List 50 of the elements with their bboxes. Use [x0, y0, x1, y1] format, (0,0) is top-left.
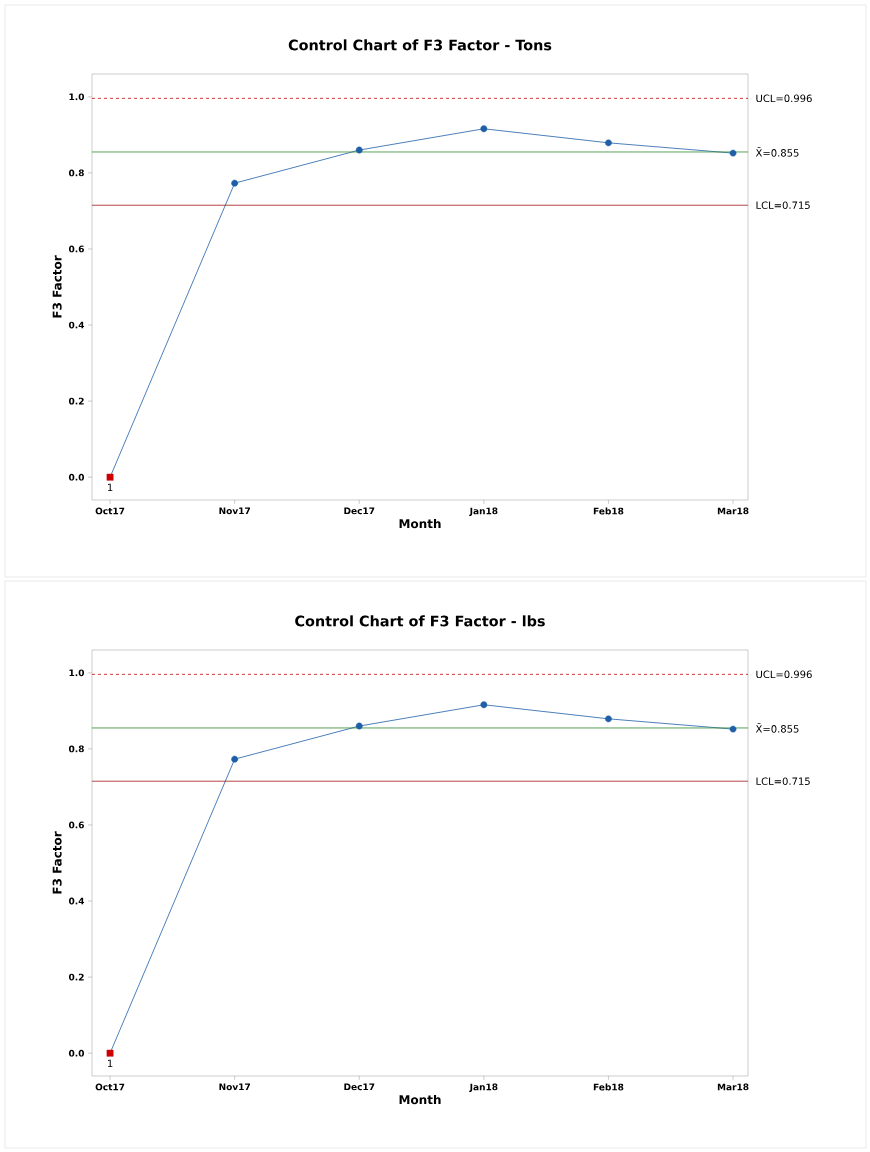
annotation: 1 [107, 483, 113, 491]
x-tick-label: Nov17 [219, 507, 251, 515]
x-tick-label: Jan18 [469, 507, 498, 517]
point [480, 125, 488, 133]
y-tick-label: 1.0 [69, 93, 85, 101]
point [729, 149, 737, 157]
chart-title: Control Chart of F3 Factor - Tons [288, 39, 552, 51]
point [729, 725, 737, 733]
point [231, 179, 239, 187]
ref-line-label: LCL=0.715 [756, 201, 810, 209]
y-tick-label: 0.6 [68, 821, 84, 829]
y-tick-label: 0.6 [68, 245, 84, 253]
x-tick-label: Nov17 [219, 1083, 251, 1091]
y-tick-label: 0.0 [68, 473, 85, 481]
x-tick-label: Oct17 [95, 507, 125, 515]
x-tick-label: Mar18 [717, 507, 749, 515]
y-axis-title: F3 Factor [52, 255, 62, 318]
annotation: 1 [107, 1059, 113, 1067]
point [106, 473, 114, 481]
ref-line-label: UCL=0.996 [756, 670, 812, 679]
point [605, 715, 612, 723]
ref-line-label: UCL=0.996 [756, 94, 812, 103]
y-tick-label: 0.2 [68, 397, 84, 405]
y-tick-label: 0.4 [68, 321, 85, 329]
x-tick-label: Mar18 [717, 1083, 749, 1091]
point [231, 755, 239, 763]
x-tick-label: Oct17 [95, 1083, 125, 1091]
y-tick-label: 0.4 [68, 897, 85, 905]
point [605, 139, 612, 147]
y-axis-title: F3 Factor [52, 831, 62, 894]
x-tick-label: Dec17 [344, 1083, 375, 1091]
point [355, 146, 363, 154]
point [355, 722, 363, 730]
ref-line-label: X̄=0.855 [755, 723, 799, 733]
x-axis-title: Month [399, 518, 441, 529]
y-tick-label: 0.0 [68, 1049, 85, 1057]
x-tick-label: Feb18 [593, 507, 624, 515]
point [106, 1049, 114, 1057]
point [480, 701, 488, 709]
y-tick-label: 0.2 [68, 973, 84, 981]
x-tick-label: Jan18 [469, 1083, 498, 1093]
x-tick-label: Dec17 [344, 507, 375, 515]
chart-title: Control Chart of F3 Factor - lbs [295, 615, 545, 627]
y-tick-label: 1.0 [69, 669, 85, 677]
ref-line-label: LCL=0.715 [756, 777, 810, 785]
x-axis-title: Month [399, 1094, 441, 1105]
y-tick-label: 0.8 [68, 169, 84, 177]
ref-line-label: X̄=0.855 [755, 147, 799, 157]
x-tick-label: Feb18 [593, 1083, 624, 1091]
y-tick-label: 0.8 [68, 745, 84, 753]
